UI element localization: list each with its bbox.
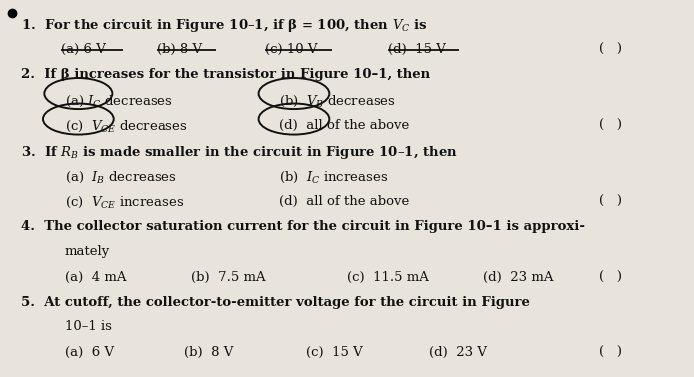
Text: 3.  If $R_B$ is made smaller in the circuit in Figure 10–1, then: 3. If $R_B$ is made smaller in the circu… bbox=[21, 144, 457, 161]
Text: 2.  If β increases for the transistor in Figure 10–1, then: 2. If β increases for the transistor in … bbox=[21, 69, 430, 81]
Text: (c)  15 V: (c) 15 V bbox=[306, 346, 363, 359]
Text: (a)  4 mA: (a) 4 mA bbox=[65, 271, 126, 284]
Text: (d)  all of the above: (d) all of the above bbox=[279, 119, 409, 132]
Text: 10–1 is: 10–1 is bbox=[65, 320, 112, 333]
Text: (   ): ( ) bbox=[599, 271, 622, 284]
Text: (a) 6 V: (a) 6 V bbox=[61, 43, 106, 55]
Text: (   ): ( ) bbox=[599, 346, 622, 359]
Text: 4.  The collector saturation current for the circuit in Figure 10–1 is approxi-: 4. The collector saturation current for … bbox=[21, 220, 584, 233]
Text: (c) 10 V: (c) 10 V bbox=[265, 43, 318, 55]
Text: (a)  6 V: (a) 6 V bbox=[65, 346, 114, 359]
Text: (   ): ( ) bbox=[599, 195, 622, 208]
Text: (b)  $I_C$ increases: (b) $I_C$ increases bbox=[279, 170, 388, 185]
Text: (d)  15 V: (d) 15 V bbox=[388, 43, 446, 55]
Text: (a) $I_C$ decreases: (a) $I_C$ decreases bbox=[65, 93, 173, 109]
Text: (c)  11.5 mA: (c) 11.5 mA bbox=[347, 271, 429, 284]
Text: (d)  23 mA: (d) 23 mA bbox=[483, 271, 554, 284]
Text: mately: mately bbox=[65, 245, 110, 257]
Text: (   ): ( ) bbox=[599, 119, 622, 132]
Text: (   ): ( ) bbox=[599, 43, 622, 55]
Text: (d)  all of the above: (d) all of the above bbox=[279, 195, 409, 208]
Text: 1.  For the circuit in Figure 10–1, if β = 100, then $V_C$ is: 1. For the circuit in Figure 10–1, if β … bbox=[21, 17, 428, 34]
Text: 5.  At cutoff, the collector-to-emitter voltage for the circuit in Figure: 5. At cutoff, the collector-to-emitter v… bbox=[21, 296, 530, 309]
Text: (a)  $I_B$ decreases: (a) $I_B$ decreases bbox=[65, 170, 176, 185]
Text: (c)  $V_{CE}$ increases: (c) $V_{CE}$ increases bbox=[65, 195, 184, 210]
Text: (b)  $V_B$ decreases: (b) $V_B$ decreases bbox=[279, 93, 396, 109]
Text: (b) 8 V: (b) 8 V bbox=[157, 43, 202, 55]
Text: (b)  7.5 mA: (b) 7.5 mA bbox=[191, 271, 265, 284]
Text: (c)  $V_{CE}$ decreases: (c) $V_{CE}$ decreases bbox=[65, 119, 187, 134]
Text: (b)  8 V: (b) 8 V bbox=[184, 346, 233, 359]
Text: (d)  23 V: (d) 23 V bbox=[429, 346, 486, 359]
